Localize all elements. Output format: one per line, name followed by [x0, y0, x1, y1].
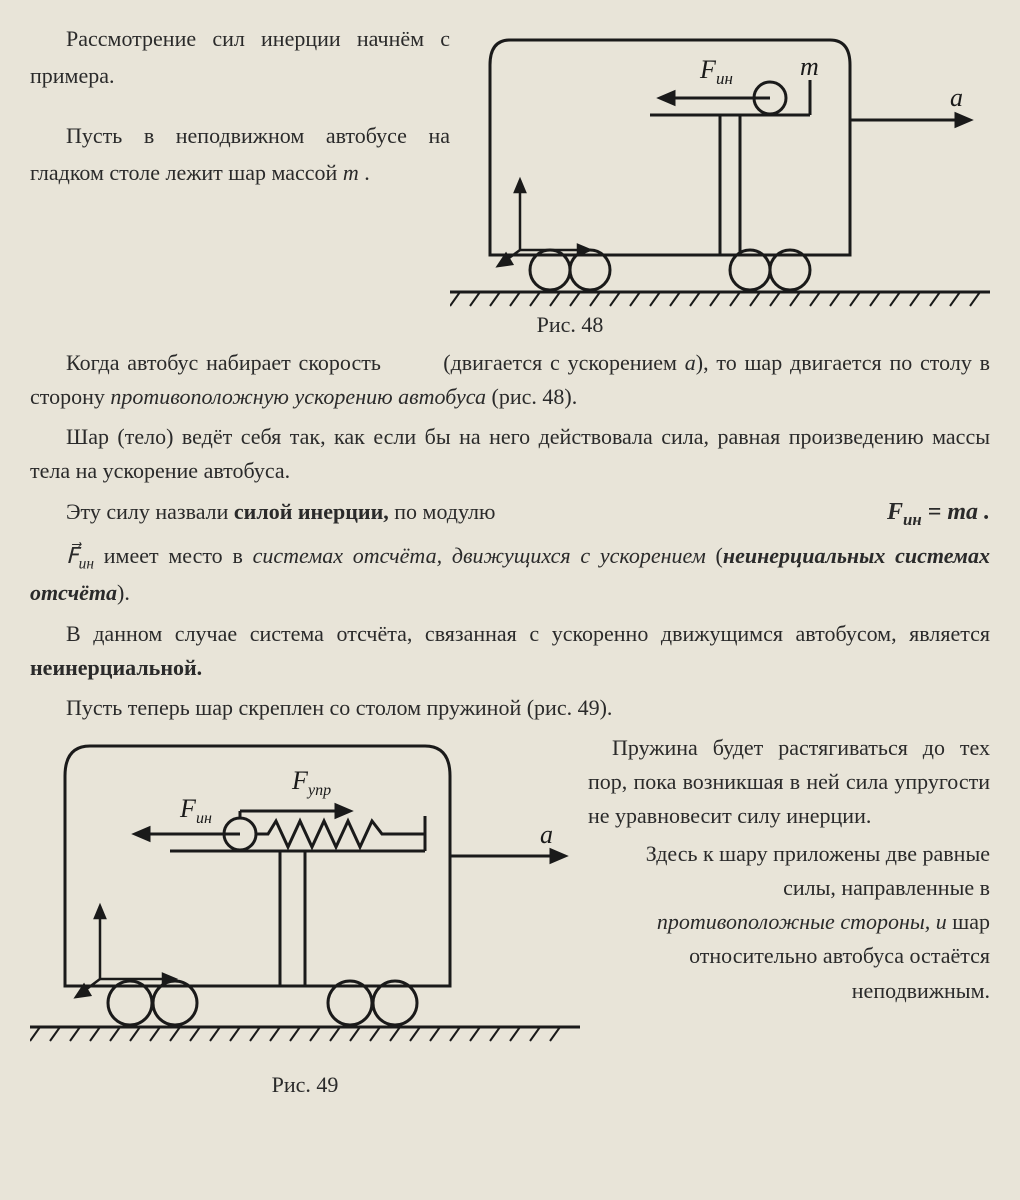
p3c: по модулю: [389, 499, 496, 524]
svg-text:упр: упр: [306, 782, 331, 799]
svg-text:ин: ин: [196, 810, 212, 827]
intro-p2: Пусть в неподвижном автобусе на гладком …: [30, 123, 450, 185]
figure-49-caption: Рис. 49: [30, 1072, 580, 1098]
p4e: ).: [117, 580, 130, 605]
svg-text:a⃗: a⃗: [950, 83, 983, 112]
p1c: противоположную ускорению автобуса: [110, 384, 486, 409]
p3a: Эту силу назвали: [66, 499, 234, 524]
intro-text: Рассмотрение сил инерции начнём с пример…: [30, 20, 450, 210]
figure-48-caption: Рис. 48: [150, 312, 990, 338]
p3b: силой инерции,: [234, 499, 389, 524]
para-2: Шар (тело) ведёт себя так, как если бы н…: [30, 420, 990, 488]
inertia-formula: Fин = ma .: [833, 494, 990, 533]
svg-text:ин: ин: [716, 69, 733, 88]
p5b: неинерциальной.: [30, 655, 202, 680]
para-4: F⃗ин имеет место в системах отсчёта, дви…: [30, 539, 990, 610]
para-6: Пусть теперь шар скреплен со столом пруж…: [30, 691, 990, 725]
figure-49-row: F⃗ ин F⃗ упр a⃗ Рис. 49 Пружина будет ра…: [30, 731, 990, 1061]
side-text: Пружина будет растягиваться до тех пор, …: [580, 731, 990, 1012]
intro-row: Рассмотрение сил инерции начнём с пример…: [30, 20, 990, 310]
side-p1: Пружина будет растягиваться до тех пор, …: [588, 731, 990, 833]
s2b: противоположные стороны, и: [657, 909, 952, 934]
intro-p1: Рассмотрение сил инерции начнём с пример…: [30, 20, 450, 95]
para-1: Когда автобус набирает скорость (двигает…: [30, 346, 990, 414]
p4a: имеет место в: [94, 543, 253, 568]
p4c: (: [706, 543, 723, 568]
body-text: Когда автобус набирает скорость (двигает…: [30, 346, 990, 725]
para-5: В данном случае система отсчёта, связанн…: [30, 617, 990, 685]
page: Рассмотрение сил инерции начнём с пример…: [0, 0, 1020, 1200]
p5a: В данном случае система отсчёта, связанн…: [66, 621, 990, 646]
para-3: Эту силу назвали силой инерции, по модул…: [30, 494, 990, 533]
p1a: Когда автобус набирает скорость: [66, 350, 381, 375]
s2a: Здесь к шару приложены две равные силы, …: [646, 841, 990, 900]
side-p2: Здесь к шару приложены две равные силы, …: [588, 837, 990, 1007]
p1d: (рис. 48).: [486, 384, 577, 409]
svg-text:a⃗: a⃗: [540, 820, 573, 849]
figure-49-svg: F⃗ ин F⃗ упр a⃗: [30, 731, 580, 1061]
figure-48: F⃗ ин m a⃗: [450, 20, 990, 310]
p4b: системах отсчёта, движущихся с ускорение…: [253, 543, 706, 568]
figure-48-svg: F⃗ ин m a⃗: [450, 20, 990, 310]
svg-text:m: m: [800, 52, 819, 81]
figure-49: F⃗ ин F⃗ упр a⃗ Рис. 49: [30, 731, 580, 1061]
